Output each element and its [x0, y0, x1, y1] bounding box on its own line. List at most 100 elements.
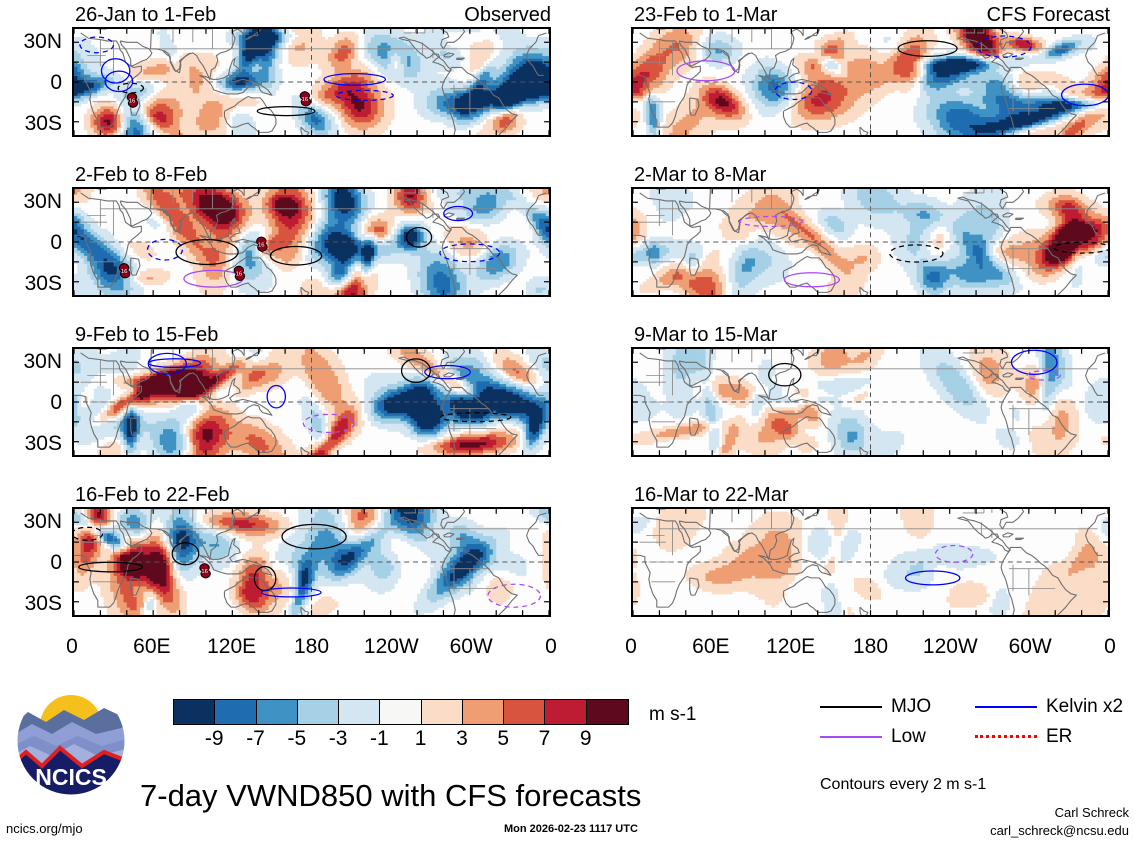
map-field-cfs-1: [633, 29, 1108, 135]
contour-mjo: [281, 523, 347, 550]
colorbar: [173, 699, 629, 725]
tropical-cyclone-marker: 16: [256, 236, 268, 252]
xlabel-right-180: 180: [826, 636, 916, 657]
tropical-cyclone-marker: 16: [233, 265, 246, 282]
contour-low: [1026, 370, 1061, 381]
colorbar-tick-3: 3: [432, 728, 492, 749]
political-borders-layer: [639, 189, 1098, 276]
panel-title-obs-1: 26-Jan to 1-Feb: [75, 5, 216, 25]
contour-low: [934, 544, 974, 563]
contour-mjo: [897, 40, 958, 57]
colorbar-segment-9: [545, 700, 587, 724]
contour-low: [739, 215, 803, 228]
panel-tick-marks: [74, 189, 549, 295]
panel-title-cfs-3: 9-Mar to 15-Mar: [634, 325, 777, 345]
contour-kelvin: [266, 384, 287, 409]
panel-tick-marks: [633, 349, 1108, 455]
map-field-cfs-2: [633, 189, 1108, 295]
ylabel-0: 0: [0, 552, 62, 573]
coastline-layer: [633, 509, 1106, 615]
xlabel-left-0: 0: [506, 636, 596, 657]
wave-contour-layer: [768, 349, 1061, 387]
map-field-obs-3: [74, 349, 549, 455]
colorbar-tick--5: -5: [267, 728, 327, 749]
ylabel-0: 0: [0, 232, 62, 253]
xlabel-right-60W: 60W: [985, 636, 1075, 657]
panel-title-obs-2: 2-Feb to 8-Feb: [75, 165, 207, 185]
contour-mjo: [400, 358, 431, 383]
map-panel-cfs-3: [631, 347, 1110, 457]
contour-mjo: [1053, 241, 1108, 254]
map-panel-obs-3: [72, 347, 551, 457]
colorbar-segment-5: [380, 700, 422, 724]
map-panel-obs-1: 16 16: [72, 27, 551, 137]
legend-label-low: Low: [891, 727, 926, 746]
ylabel-30N: 30N: [0, 31, 62, 52]
legend-item-low: Low: [820, 727, 926, 746]
ylabel-30S: 30S: [0, 273, 62, 294]
legend-item-kelvin-x2: Kelvin x2: [975, 697, 1123, 716]
panel-title-obs-4: 16-Feb to 22-Feb: [75, 485, 230, 505]
ylabel-30N: 30N: [0, 351, 62, 372]
map-field-cfs-4: [633, 509, 1108, 615]
map-panel-obs-2: 16 16 16: [72, 187, 551, 297]
tropical-cyclone-marker: 16: [299, 91, 312, 107]
xlabel-left-120E: 120E: [187, 636, 277, 657]
wave-contour-layer: [739, 215, 1108, 288]
wave-contour-layer: [74, 523, 542, 608]
tropical-cyclone-marker: 16: [126, 92, 139, 108]
contour-mjo: [171, 542, 200, 566]
map-panel-cfs-2: [631, 187, 1110, 297]
contour-kelvin: [904, 570, 961, 586]
panel-title-obs-3: 9-Feb to 15-Feb: [75, 325, 218, 345]
contour-mjo: [175, 238, 239, 266]
map-field-cfs-3: [633, 349, 1108, 455]
shaded-anomaly-layer: [633, 29, 1108, 135]
political-borders-layer: [639, 349, 1098, 436]
legend-label-mjo: MJO: [891, 697, 931, 716]
coastline-layer: [633, 189, 1106, 295]
contour-mjo: [269, 245, 323, 266]
contour-low: [487, 583, 542, 608]
xlabel-left-60W: 60W: [426, 636, 516, 657]
panel-tick-marks: [74, 29, 549, 135]
colorbar-units-label: m s-1: [649, 705, 697, 724]
contour-kelvin: [146, 238, 184, 261]
panel-title-cfs-1: 23-Feb to 1-Mar: [634, 5, 777, 25]
colorbar-tick-5: 5: [473, 728, 533, 749]
contour-kelvin: [443, 205, 474, 222]
political-borders-layer: [639, 29, 1098, 116]
legend-swatch-er: [975, 735, 1037, 738]
panel-tick-marks: [633, 509, 1108, 615]
contour-low: [783, 272, 841, 288]
colorbar-segment-10: [586, 700, 628, 724]
map-panel-cfs-1: [631, 27, 1110, 137]
xlabel-right-120E: 120E: [746, 636, 836, 657]
contour-mjo: [768, 362, 802, 387]
contour-kelvin: [1060, 83, 1108, 107]
xlabel-left-120W: 120W: [346, 636, 436, 657]
contour-kelvin: [147, 352, 187, 375]
ylabel-0: 0: [0, 392, 62, 413]
contour-interval-note: Contours every 2 m s-1: [820, 777, 986, 793]
coastline-layer: [633, 29, 1106, 135]
contour-low: [302, 413, 355, 434]
ylabel-0: 0: [0, 72, 62, 93]
ncics-logo-svg: NCICS: [16, 686, 126, 796]
wave-contour-layer: [146, 205, 501, 288]
colorbar-tick--3: -3: [308, 728, 368, 749]
tropical-cyclone-marker: 16: [118, 262, 131, 279]
contour-mjo: [405, 227, 433, 248]
colorbar-segment-1: [215, 700, 257, 724]
coastline-layer: [74, 509, 547, 615]
map-panel-cfs-4: [631, 507, 1110, 617]
column-header-right: CFS Forecast: [631, 5, 1110, 25]
author-email: carl_schreck@ncsu.edu: [929, 824, 1129, 837]
coastline-layer: [74, 29, 547, 135]
shaded-anomaly-layer: [633, 189, 1108, 295]
legend-item-mjo: MJO: [820, 697, 931, 716]
column-header-left: Observed: [72, 5, 551, 25]
panel-title-cfs-2: 2-Mar to 8-Mar: [634, 165, 766, 185]
panel-tick-marks: [633, 29, 1108, 135]
page-title: 7-day VWND850 with CFS forecasts: [140, 780, 641, 811]
